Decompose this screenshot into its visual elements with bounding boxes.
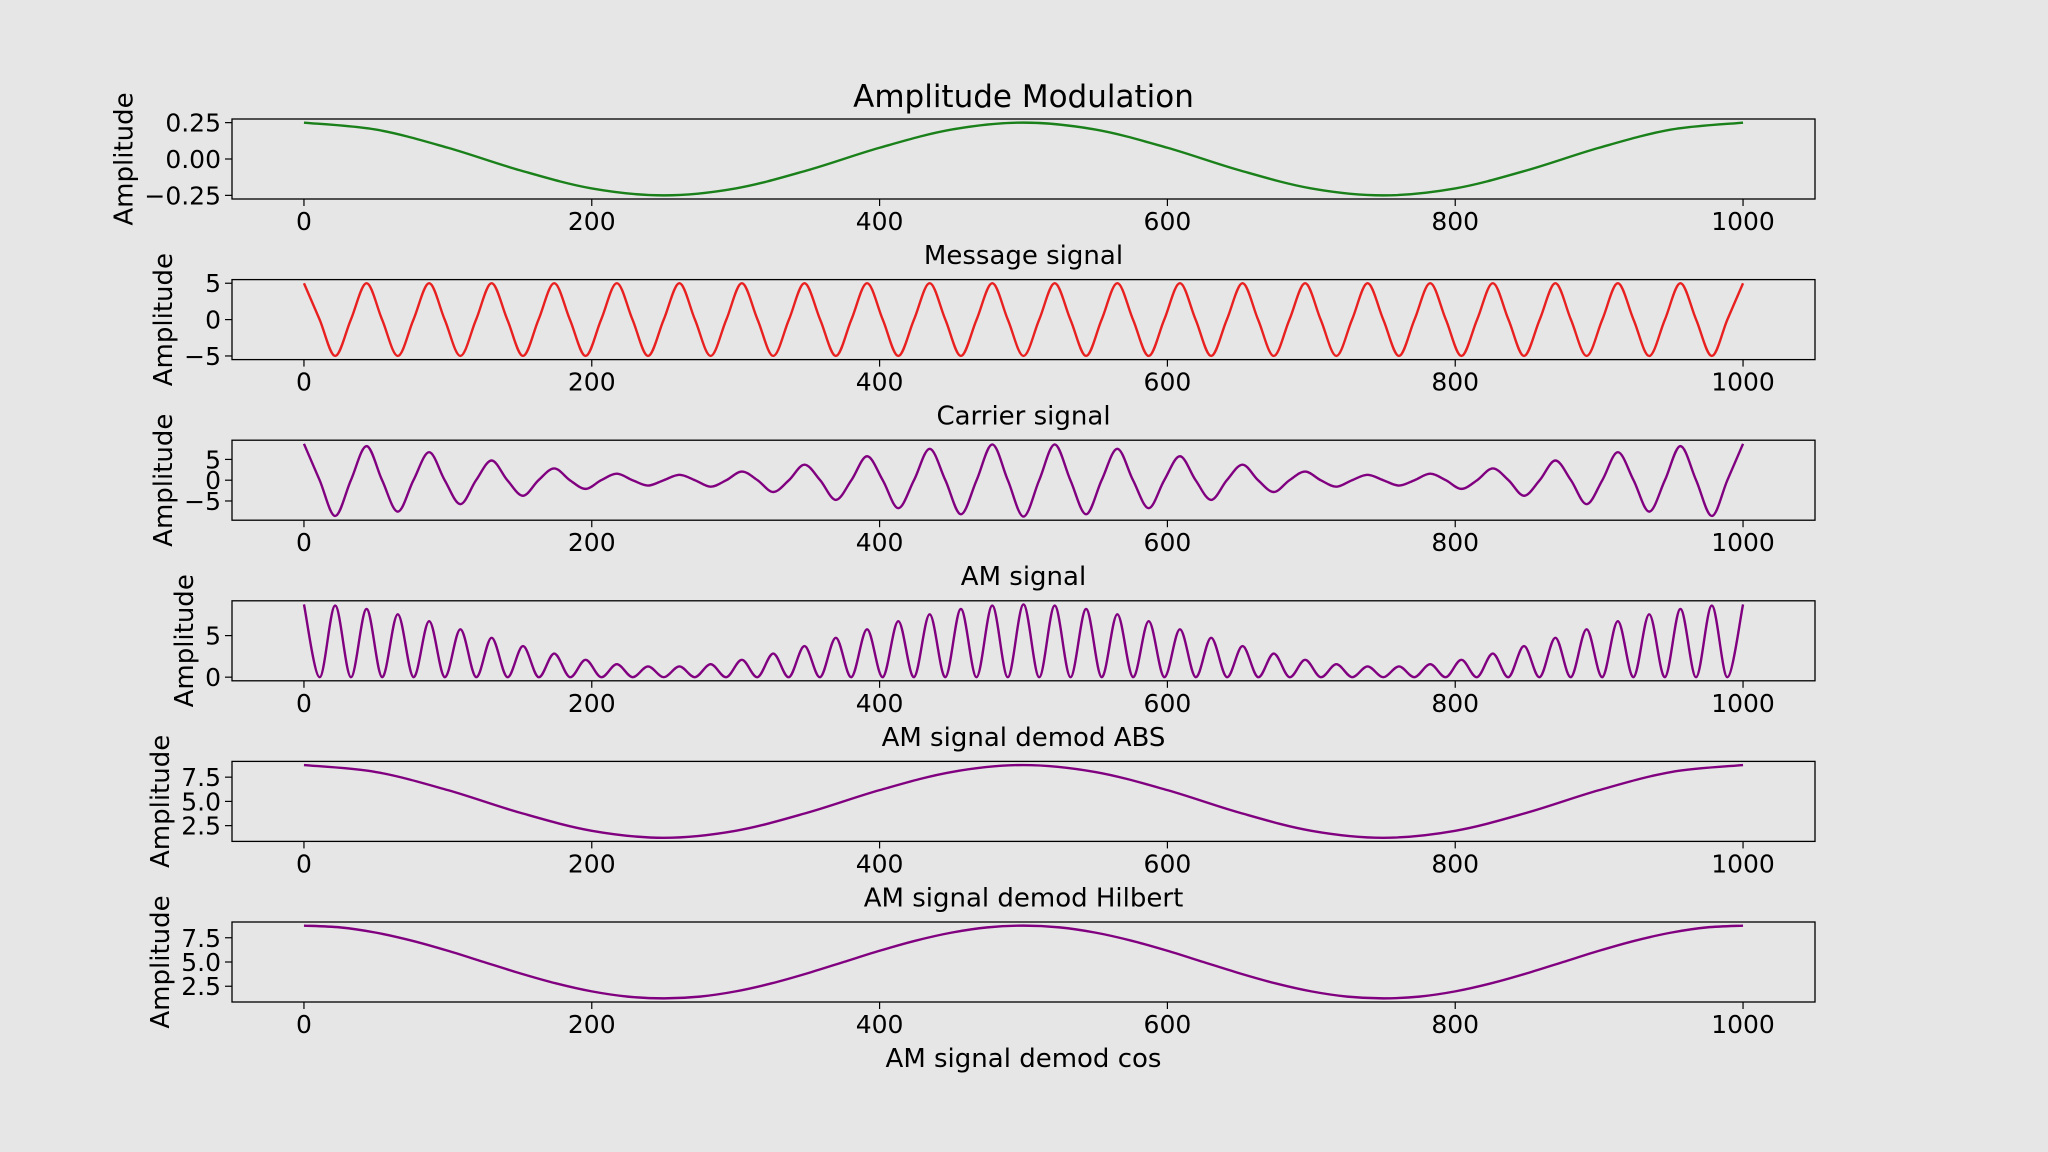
x-axis-label: Message signal [924, 241, 1123, 271]
axes-background [232, 440, 1815, 521]
y-tick-label: 0 [205, 306, 221, 335]
x-tick-label: 400 [856, 528, 904, 557]
axes-title: Amplitude Modulation [853, 79, 1194, 115]
y-axis-label: Amplitude [146, 735, 176, 868]
x-tick-label: 0 [296, 849, 312, 878]
x-tick-label: 200 [568, 368, 616, 397]
x-tick-label: 1000 [1711, 689, 1775, 718]
x-tick-label: 200 [568, 849, 616, 878]
y-axis-label: Amplitude [170, 574, 200, 707]
data-line [302, 443, 1745, 518]
y-tick-label: 0 [205, 663, 221, 692]
data-line [303, 924, 1744, 1000]
x-tick-label: 600 [1144, 849, 1192, 878]
y-axis-label: Amplitude [149, 414, 179, 547]
x-tick-label: 800 [1431, 1010, 1479, 1039]
axes-background [232, 119, 1815, 199]
x-tick-label: 0 [296, 368, 312, 397]
x-tick-label: 400 [856, 207, 904, 236]
x-axis-label: AM signal [961, 562, 1086, 592]
data-line [302, 603, 1745, 679]
x-tick-label: 600 [1144, 689, 1192, 718]
axes-frame [231, 600, 1816, 682]
x-tick-label: 400 [856, 368, 904, 397]
axes-background [232, 922, 1815, 1002]
y-tick-label: 5 [205, 445, 221, 474]
y-tick-label: 0.00 [165, 145, 221, 174]
y-tick-label: −5 [184, 487, 221, 516]
y-tick-label: 5.0 [181, 948, 221, 977]
y-tick-label: 5 [205, 269, 221, 298]
x-tick-label: 1000 [1711, 1010, 1775, 1039]
axes-background [232, 761, 1815, 842]
data-line [303, 121, 1744, 197]
x-tick-label: 1000 [1711, 849, 1775, 878]
x-tick-label: 1000 [1711, 368, 1775, 397]
data-line [302, 282, 1745, 358]
x-axis-label: AM signal demod Hilbert [864, 883, 1184, 913]
x-tick-label: 400 [856, 689, 904, 718]
axes-background [232, 600, 1815, 681]
y-axis-label: Amplitude [109, 92, 139, 225]
y-tick-label: 7.5 [181, 924, 221, 953]
x-tick-label: 600 [1144, 1010, 1192, 1039]
y-tick-label: −0.25 [144, 181, 221, 210]
x-tick-label: 200 [568, 689, 616, 718]
x-tick-label: 200 [568, 1010, 616, 1039]
data-line [303, 763, 1744, 839]
x-tick-label: 400 [856, 1010, 904, 1039]
y-tick-label: 0.25 [165, 109, 221, 138]
x-tick-label: 1000 [1711, 528, 1775, 557]
x-tick-label: 0 [296, 207, 312, 236]
x-tick-label: 800 [1431, 528, 1479, 557]
x-tick-label: 0 [296, 528, 312, 557]
y-axis-label: Amplitude [149, 253, 179, 386]
y-tick-label: 5.0 [181, 787, 221, 816]
y-tick-label: 0 [205, 466, 221, 495]
x-tick-label: 600 [1144, 368, 1192, 397]
x-axis-label: AM signal demod ABS [882, 723, 1166, 753]
y-axis-label: Amplitude [146, 895, 176, 1028]
x-tick-label: 800 [1431, 689, 1479, 718]
y-tick-label: 5 [205, 622, 221, 651]
x-tick-label: 0 [296, 689, 312, 718]
x-tick-label: 400 [856, 849, 904, 878]
x-tick-label: 200 [568, 207, 616, 236]
x-tick-label: 1000 [1711, 207, 1775, 236]
axes-background [232, 279, 1815, 360]
x-tick-label: 600 [1144, 528, 1192, 557]
x-tick-label: 600 [1144, 207, 1192, 236]
x-tick-label: 800 [1431, 849, 1479, 878]
x-tick-label: 800 [1431, 207, 1479, 236]
x-axis-label: Carrier signal [936, 402, 1110, 432]
x-tick-label: 0 [296, 1010, 312, 1039]
x-tick-label: 800 [1431, 368, 1479, 397]
x-axis-label: AM signal demod cos [886, 1044, 1162, 1074]
y-tick-label: 2.5 [181, 972, 221, 1001]
x-tick-label: 200 [568, 528, 616, 557]
y-tick-label: 2.5 [181, 812, 221, 841]
y-tick-label: −5 [184, 342, 221, 371]
y-tick-label: 7.5 [181, 763, 221, 792]
